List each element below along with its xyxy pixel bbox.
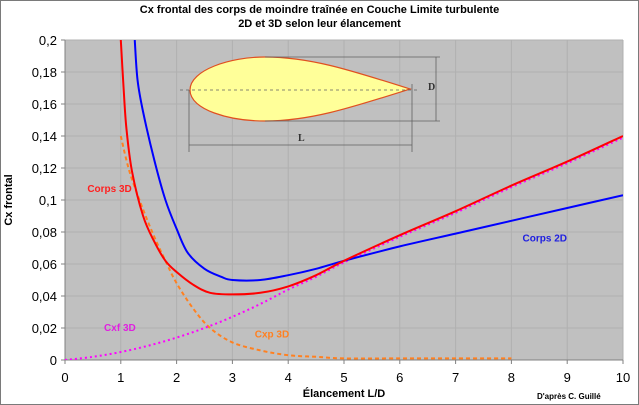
length-label: L	[298, 133, 305, 144]
series-label: Cxf 3D	[104, 323, 136, 334]
x-axis-label: Élancement L/D	[303, 387, 386, 400]
chart-title: Cx frontal des corps de moindre traînée …	[139, 4, 500, 16]
x-tick-label: 3	[229, 370, 236, 385]
x-tick-label: 2	[173, 370, 180, 385]
x-tick-label: 1	[117, 370, 124, 385]
y-tick-label: 0,06	[32, 257, 57, 272]
x-tick-label: 10	[616, 370, 630, 385]
y-tick-label: 0,2	[39, 33, 57, 48]
x-tick-label: 4	[285, 370, 292, 385]
series-cxf-3d	[65, 136, 623, 360]
y-tick-label: 0,02	[32, 321, 57, 336]
inset-diagram: DL	[180, 56, 440, 152]
y-tick-label: 0,16	[32, 97, 57, 112]
x-tick-label: 5	[340, 370, 347, 385]
y-tick-label: 0	[50, 353, 57, 368]
chart-subtitle: 2D et 3D selon leur élancement	[238, 18, 401, 30]
y-tick-label: 0,04	[32, 289, 57, 304]
diameter-label: D	[428, 82, 435, 93]
y-tick-label: 0,08	[32, 225, 57, 240]
series-corps-2d	[133, 40, 623, 282]
x-tick-label: 6	[396, 370, 403, 385]
y-axis-label: Cx frontal	[3, 174, 15, 225]
series-label: Cxp 3D	[255, 330, 289, 341]
x-tick-label: 7	[452, 370, 459, 385]
x-tick-label: 9	[564, 370, 571, 385]
series-label: Corps 3D	[87, 184, 131, 195]
x-tick-label: 8	[508, 370, 515, 385]
y-tick-label: 0,1	[39, 193, 57, 208]
series-label: Corps 2D	[523, 234, 567, 245]
y-tick-label: 0,14	[32, 129, 57, 144]
y-tick-label: 0,12	[32, 161, 57, 176]
y-tick-label: 0,18	[32, 65, 57, 80]
x-tick-label: 0	[61, 370, 68, 385]
series-corps-3d	[119, 40, 623, 296]
credit-text: D'après C. Guillé	[537, 392, 601, 401]
